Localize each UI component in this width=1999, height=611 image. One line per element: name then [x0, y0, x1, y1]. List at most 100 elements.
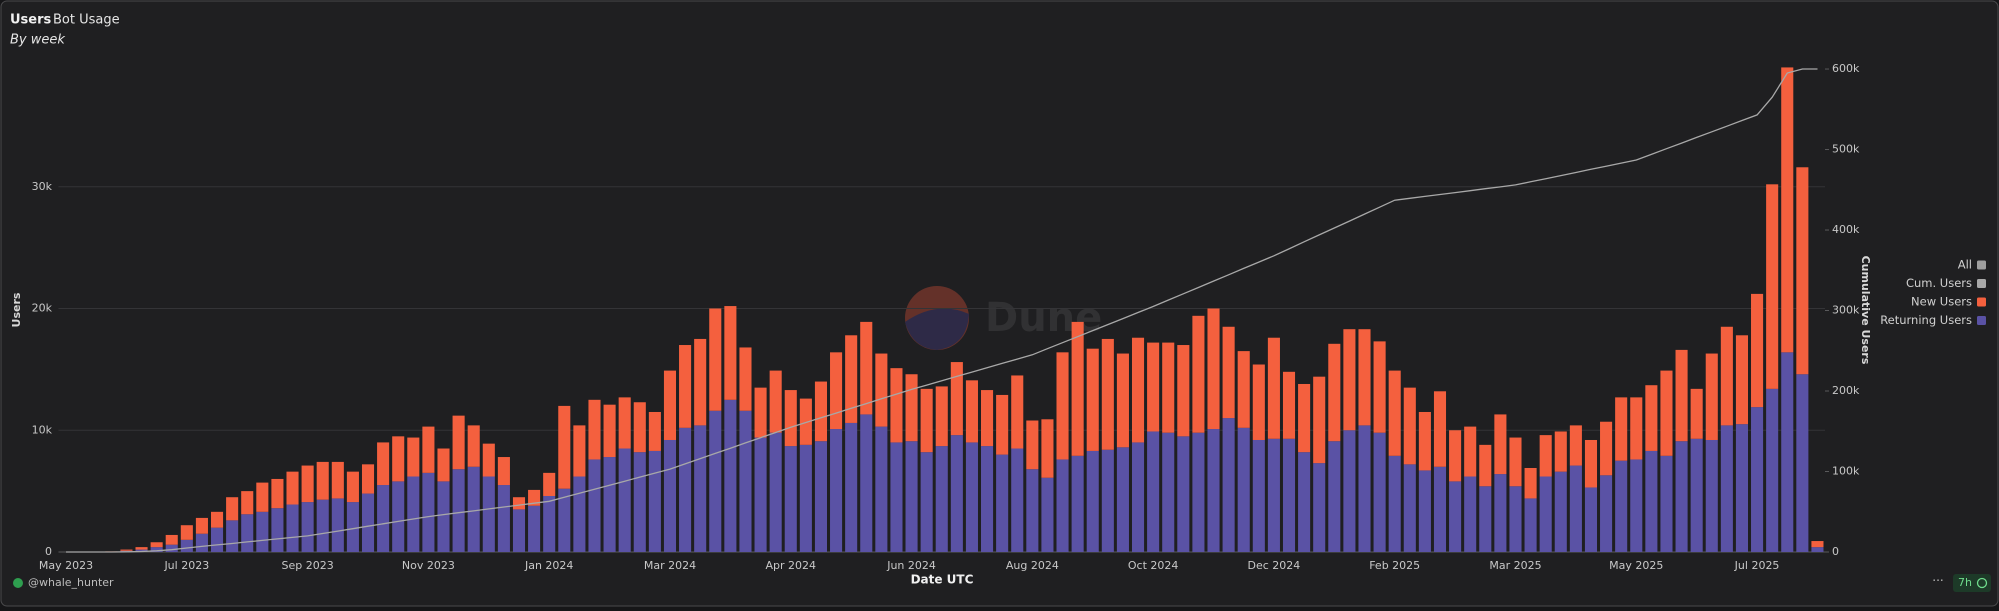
- bar-segment: [210, 527, 224, 552]
- bar-segment: [1298, 452, 1311, 552]
- bar-segment: [1539, 435, 1552, 477]
- bar-segment: [558, 405, 571, 489]
- bar-segment: [905, 374, 918, 442]
- y-tick-label: 30k: [32, 180, 53, 193]
- bar-segment: [1539, 476, 1552, 552]
- x-tick-label: Jul 2025: [1734, 559, 1780, 572]
- bar-segment: [377, 442, 390, 486]
- bar-segment: [392, 436, 405, 482]
- bar-segment: [1207, 308, 1220, 430]
- bar-segment: [392, 481, 405, 552]
- bar-segment: [497, 457, 510, 486]
- y2-axis-label: Cumulative Users: [1859, 256, 1872, 365]
- menu-button[interactable]: ···: [1932, 574, 1943, 588]
- bar-segment: [1207, 429, 1220, 552]
- bar-segment: [1358, 425, 1371, 552]
- bar-segment: [286, 471, 299, 505]
- x-tick-label: Jul 2023: [163, 559, 209, 572]
- bar-segment: [799, 444, 812, 552]
- bar-segment: [1751, 293, 1764, 408]
- bar-segment: [603, 404, 616, 458]
- y-axis-label: Users: [10, 292, 23, 327]
- legend-label[interactable]: Cum. Users: [1906, 276, 1972, 290]
- tab-active[interactable]: Users: [10, 13, 52, 28]
- y-tick-label: 0: [45, 545, 52, 558]
- bar-segment: [1766, 184, 1779, 389]
- bar-segment: [845, 422, 858, 552]
- bar-segment: [1781, 352, 1794, 552]
- author[interactable]: @whale_hunter: [28, 576, 114, 589]
- bar-segment: [739, 347, 752, 411]
- bar-segment: [452, 415, 465, 470]
- legend-label[interactable]: Returning Users: [1880, 313, 1972, 327]
- x-tick-label: Jun 2024: [886, 559, 936, 572]
- bar-segment: [860, 414, 873, 552]
- bar-segment: [271, 478, 284, 509]
- bar-segment: [1267, 438, 1280, 552]
- bar-segment: [1056, 352, 1069, 460]
- bar-segment: [633, 402, 646, 453]
- bar-segment: [1282, 438, 1296, 552]
- bar-segment: [573, 476, 586, 552]
- bar-segment: [694, 338, 707, 426]
- bar-segment: [528, 505, 541, 552]
- bar-segment: [920, 452, 933, 552]
- legend-swatch[interactable]: [1977, 279, 1986, 288]
- chart-subtitle: By week: [10, 33, 65, 48]
- bar-segment: [301, 502, 314, 552]
- bar-segment: [165, 534, 178, 545]
- bar-segment: [1433, 466, 1447, 552]
- bar-segment: [1464, 476, 1477, 552]
- bar-segment: [1252, 439, 1265, 552]
- legend-swatch[interactable]: [1977, 316, 1986, 325]
- tab[interactable]: Bot Usage: [53, 13, 120, 28]
- bar-segment: [1735, 335, 1748, 425]
- bar-segment: [981, 446, 994, 552]
- bar-segment: [1675, 349, 1688, 442]
- bar-segment: [1373, 432, 1386, 552]
- bar-segment: [1449, 481, 1462, 552]
- y-tick-label: 20k: [32, 302, 53, 315]
- bar-segment: [1509, 486, 1522, 552]
- bar-segment: [1177, 436, 1190, 552]
- bar-segment: [1418, 470, 1431, 552]
- bar-segment: [1524, 498, 1537, 552]
- bar-segment: [1131, 337, 1145, 443]
- bar-segment: [452, 469, 465, 552]
- bar-segment: [195, 533, 208, 552]
- legend-label[interactable]: New Users: [1911, 295, 1972, 309]
- bar-segment: [996, 394, 1009, 455]
- bar-segment: [316, 499, 329, 552]
- cumulative-line: [66, 68, 1818, 553]
- bar-segment: [1479, 444, 1492, 487]
- bar-segment: [195, 517, 208, 534]
- bar-segment: [422, 426, 435, 473]
- x-tick-label: Mar 2024: [644, 559, 696, 572]
- bar-segment: [437, 481, 450, 552]
- bar-segment: [482, 443, 495, 477]
- bar-segment: [1388, 455, 1401, 552]
- bar-segment: [1177, 345, 1190, 437]
- bar-segment: [1026, 469, 1039, 552]
- bar-segment: [286, 504, 299, 552]
- legend-swatch[interactable]: [1977, 297, 1986, 307]
- bar-segment: [1071, 321, 1084, 456]
- fresh-icon: [1976, 577, 1988, 589]
- legend-swatch[interactable]: [1977, 260, 1986, 270]
- bar-segment: [603, 457, 616, 552]
- bar-segment: [1086, 450, 1099, 552]
- bar-segment: [1766, 388, 1779, 552]
- bar-segment: [497, 485, 510, 552]
- bar-segment: [467, 425, 480, 467]
- bar-segment: [618, 397, 631, 449]
- bar-segment: [905, 441, 918, 552]
- bar-segment: [180, 539, 193, 552]
- bar-segment: [331, 461, 344, 499]
- bar-segment: [1735, 424, 1748, 552]
- legend-label[interactable]: All: [1958, 258, 1972, 272]
- bar-segment: [769, 370, 782, 433]
- bar-segment: [1720, 326, 1733, 426]
- bar-segment: [1630, 397, 1643, 460]
- bar-segment: [573, 425, 586, 477]
- bar-segment: [1313, 376, 1326, 464]
